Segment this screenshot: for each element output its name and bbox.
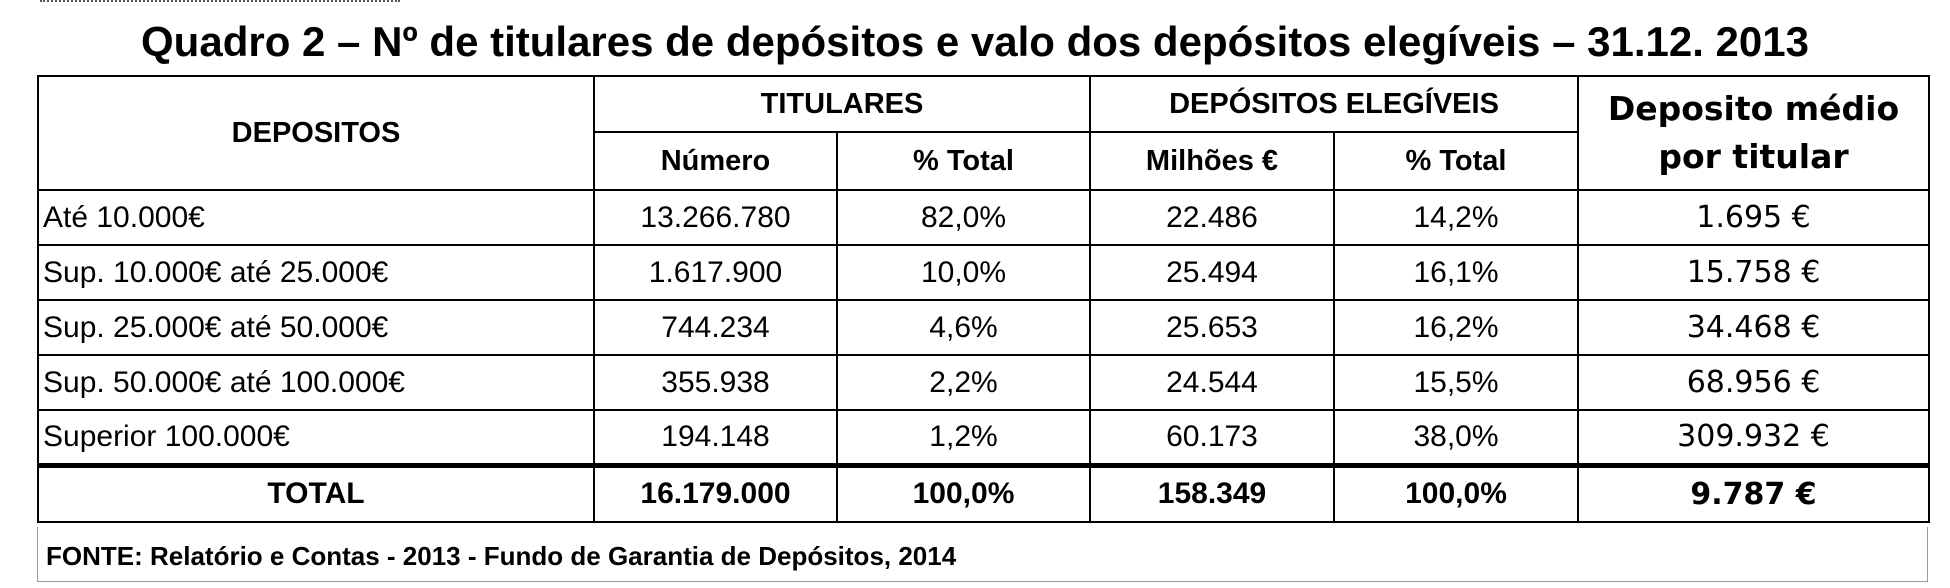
header-depositos-elegiveis: DEPÓSITOS ELEGÍVEIS (1089, 75, 1579, 133)
row-label: Sup. 25.000€ até 50.000€ (37, 299, 595, 356)
header-titulares: TITULARES (593, 75, 1091, 133)
cell-pct-depositos: 14,2% (1333, 189, 1579, 246)
cell-pct-depositos: 15,5% (1333, 354, 1579, 411)
cell-milhoes: 25.653 (1089, 299, 1335, 356)
header-pct-total-depositos: % Total (1333, 131, 1579, 191)
table-title: Quadro 2 – Nº de titulares de depósitos … (141, 18, 1809, 65)
row-label: Sup. 10.000€ até 25.000€ (37, 244, 595, 301)
deposits-table: DEPOSITOS TITULARES DEPÓSITOS ELEGÍVEIS … (37, 75, 1930, 523)
cell-milhoes: 60.173 (1089, 409, 1335, 466)
cell-deposito-medio: 309.932 € (1577, 409, 1930, 466)
total-pct-depositos: 100,0% (1333, 462, 1579, 523)
cell-numero: 355.938 (593, 354, 838, 411)
total-deposito-medio: 9.787 € (1577, 462, 1930, 523)
row-label: Sup. 50.000€ até 100.000€ (37, 354, 595, 411)
row-label: Superior 100.000€ (37, 409, 595, 466)
cell-pct-titulares: 1,2% (836, 409, 1091, 466)
cell-numero: 13.266.780 (593, 189, 838, 246)
row-label: Até 10.000€ (37, 189, 595, 246)
header-deposito-medio-line2: por titular (1658, 137, 1849, 176)
cell-pct-titulares: 10,0% (836, 244, 1091, 301)
cell-numero: 744.234 (593, 299, 838, 356)
header-depositos: DEPOSITOS (37, 75, 595, 191)
cell-pct-titulares: 82,0% (836, 189, 1091, 246)
total-label: TOTAL (37, 462, 595, 523)
cell-pct-titulares: 4,6% (836, 299, 1091, 356)
cell-numero: 1.617.900 (593, 244, 838, 301)
header-pct-total-titulares: % Total (836, 131, 1091, 191)
source-box: FONTE: Relatório e Contas - 2013 - Fundo… (37, 527, 1928, 582)
cell-milhoes: 24.544 (1089, 354, 1335, 411)
cell-deposito-medio: 34.468 € (1577, 299, 1930, 356)
table-row: Superior 100.000€ 194.148 1,2% 60.173 38… (37, 409, 1930, 466)
table-row: Sup. 25.000€ até 50.000€ 744.234 4,6% 25… (37, 299, 1930, 356)
cell-numero: 194.148 (593, 409, 838, 466)
cell-pct-depositos: 16,2% (1333, 299, 1579, 356)
table-row: Até 10.000€ 13.266.780 82,0% 22.486 14,2… (37, 189, 1930, 246)
table-row: Sup. 50.000€ até 100.000€ 355.938 2,2% 2… (37, 354, 1930, 411)
header-row-2: Número % Total Milhões € % Total (38, 131, 1929, 191)
header-milhoes: Milhões € (1089, 131, 1335, 191)
total-numero: 16.179.000 (593, 462, 838, 523)
source-note: FONTE: Relatório e Contas - 2013 - Fundo… (46, 541, 957, 571)
cell-deposito-medio: 1.695 € (1577, 189, 1930, 246)
cell-deposito-medio: 15.758 € (1577, 244, 1930, 301)
cell-pct-titulares: 2,2% (836, 354, 1091, 411)
cell-milhoes: 22.486 (1089, 189, 1335, 246)
table-row: Sup. 10.000€ até 25.000€ 1.617.900 10,0%… (37, 244, 1930, 301)
header-deposito-medio: Deposito médio por titular (1577, 75, 1930, 191)
total-milhoes: 158.349 (1089, 462, 1335, 523)
cell-milhoes: 25.494 (1089, 244, 1335, 301)
cropped-text-fragment (40, 0, 400, 2)
cell-pct-depositos: 16,1% (1333, 244, 1579, 301)
total-row: TOTAL 16.179.000 100,0% 158.349 100,0% 9… (37, 462, 1930, 523)
header-numero: Número (593, 131, 838, 191)
cell-deposito-medio: 68.956 € (1577, 354, 1930, 411)
cell-pct-depositos: 38,0% (1333, 409, 1579, 466)
header-deposito-medio-line1: Deposito médio (1607, 89, 1900, 129)
total-pct-titulares: 100,0% (836, 462, 1091, 523)
header-row-1: DEPOSITOS TITULARES DEPÓSITOS ELEGÍVEIS … (37, 75, 1930, 191)
